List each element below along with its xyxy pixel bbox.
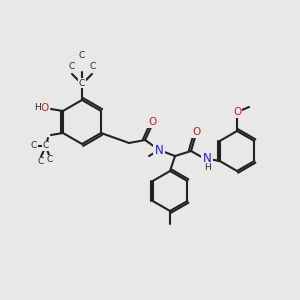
Text: O: O bbox=[41, 103, 49, 113]
Text: O: O bbox=[192, 127, 200, 137]
Text: O: O bbox=[233, 107, 241, 117]
Text: C: C bbox=[69, 62, 75, 71]
Text: H: H bbox=[34, 103, 41, 112]
Text: C: C bbox=[31, 142, 37, 151]
Text: C: C bbox=[79, 51, 85, 60]
Text: H: H bbox=[204, 163, 210, 172]
Text: N: N bbox=[203, 152, 212, 166]
Text: C: C bbox=[47, 155, 53, 164]
Text: C: C bbox=[79, 79, 85, 88]
Text: C: C bbox=[38, 158, 44, 166]
Text: C: C bbox=[43, 142, 49, 151]
Text: C: C bbox=[90, 62, 96, 71]
Text: N: N bbox=[155, 143, 164, 157]
Text: O: O bbox=[148, 117, 156, 127]
